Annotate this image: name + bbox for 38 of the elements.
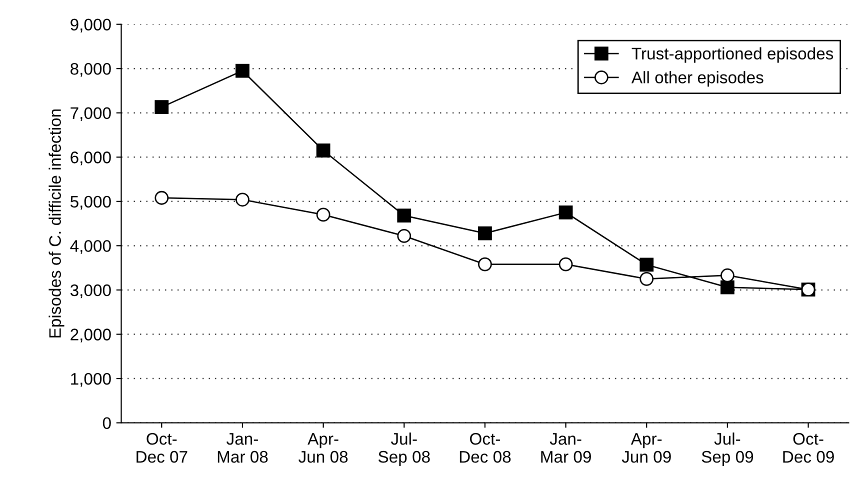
point [154, 100, 169, 114]
x-tick-label: Oct- Dec 07 [136, 432, 188, 463]
point [720, 280, 734, 294]
x-tick-label: Oct- Dec 09 [783, 432, 834, 463]
y-tick-label: 5,000 [70, 196, 111, 210]
point [397, 229, 412, 243]
y-tick-label: 2,000 [70, 328, 111, 342]
y-tick-label: 4,000 [70, 240, 111, 254]
x-tick-label: Apr- Jun 09 [622, 433, 671, 463]
y-tick-label: 6,000 [70, 152, 111, 166]
point [236, 192, 250, 207]
point [478, 257, 492, 272]
point [558, 206, 573, 220]
point [720, 268, 734, 282]
x-tick-label: Oct- Dec 08 [460, 432, 511, 463]
point [558, 257, 573, 272]
point [154, 190, 169, 205]
x-tick-label: Jan- Mar 08 [218, 433, 268, 463]
y-tick-label: 1,000 [71, 372, 111, 387]
y-tick-label: 0 [102, 417, 111, 430]
point [316, 144, 330, 158]
point [236, 64, 250, 78]
y-tick-label: 9,000 [70, 18, 111, 32]
y-tick-label: 7,000 [70, 107, 111, 122]
point [478, 226, 492, 240]
x-tick-label: Apr- Jun 08 [298, 433, 348, 463]
y-axis-title: Episodes of C. difficile infection [48, 109, 64, 338]
point [640, 272, 654, 286]
x-tick-label: Jan- Mar 09 [541, 433, 591, 463]
legend-label: Trust-apportioned episodes [632, 47, 834, 63]
x-tick-label: Jul- Sep 08 [378, 432, 430, 466]
point [640, 258, 654, 272]
y-tick-label: 3,000 [70, 284, 111, 298]
legend-label: All other episodes [631, 71, 764, 87]
x-tick-label: Jul- Sep 09 [702, 432, 754, 466]
point [316, 208, 330, 222]
point [397, 208, 412, 223]
y-tick-label: 8,000 [70, 62, 111, 77]
